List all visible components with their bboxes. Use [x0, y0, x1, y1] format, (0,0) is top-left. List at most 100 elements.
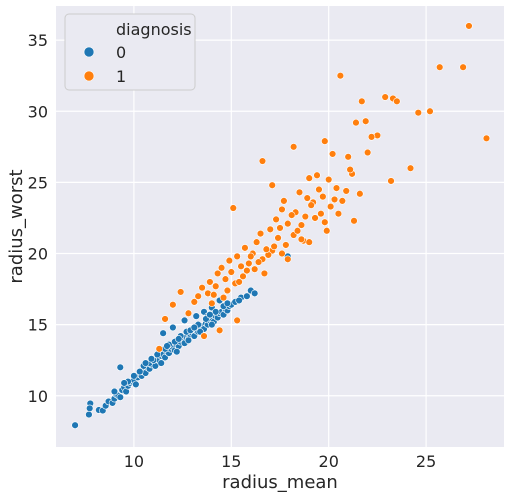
data-point: [236, 279, 243, 286]
data-point: [259, 158, 266, 165]
data-point: [191, 298, 198, 305]
data-point: [251, 266, 258, 273]
data-point: [226, 257, 233, 264]
data-point: [364, 149, 371, 156]
data-point: [72, 422, 79, 429]
data-point: [255, 259, 262, 266]
data-point: [466, 23, 473, 30]
y-tick-label: 20: [28, 245, 48, 264]
y-tick-label: 30: [28, 102, 48, 121]
data-point: [185, 310, 192, 317]
data-point: [208, 321, 215, 328]
data-point: [282, 242, 289, 249]
data-point: [243, 267, 250, 274]
data-point: [131, 372, 138, 379]
data-point: [319, 193, 326, 200]
x-tick-label: 10: [124, 452, 144, 471]
data-point: [288, 212, 295, 219]
data-point: [206, 279, 213, 286]
legend-marker-0: [84, 47, 94, 57]
data-point: [181, 317, 188, 324]
data-point: [173, 348, 180, 355]
data-point: [160, 330, 167, 337]
data-point: [199, 284, 206, 291]
data-point: [368, 133, 375, 140]
data-point: [436, 64, 443, 71]
data-point: [331, 196, 338, 203]
data-point: [388, 178, 395, 185]
data-point: [323, 227, 330, 234]
data-point: [294, 227, 301, 234]
data-point: [275, 234, 282, 241]
data-point: [222, 276, 229, 283]
legend: diagnosis 0 1: [65, 14, 195, 90]
data-point: [279, 250, 286, 257]
data-point: [296, 189, 303, 196]
data-point: [321, 138, 328, 145]
data-point: [280, 197, 287, 204]
data-point: [329, 151, 336, 158]
data-point: [224, 287, 231, 294]
data-point: [306, 175, 313, 182]
data-point: [261, 270, 268, 277]
data-point: [347, 166, 354, 173]
data-point: [271, 243, 278, 250]
data-point: [206, 311, 213, 318]
data-point: [302, 213, 309, 220]
data-point: [382, 94, 389, 101]
data-point: [263, 246, 270, 253]
data-point: [169, 324, 176, 331]
data-point: [136, 368, 143, 375]
data-point: [460, 64, 467, 71]
data-point: [175, 335, 182, 342]
data-point: [269, 182, 276, 189]
data-point: [284, 256, 291, 263]
data-point: [351, 217, 358, 224]
legend-label-1: 1: [116, 67, 126, 86]
data-point: [169, 301, 176, 308]
legend-title: diagnosis: [116, 20, 192, 39]
y-axis-label: radius_worst: [6, 169, 27, 283]
data-point: [253, 239, 260, 246]
data-point: [117, 364, 124, 371]
data-point: [212, 283, 219, 290]
data-point: [415, 109, 422, 116]
data-point: [290, 143, 297, 150]
data-point: [156, 345, 163, 352]
data-point: [251, 290, 258, 297]
data-point: [193, 313, 200, 320]
data-point: [148, 355, 155, 362]
data-point: [277, 225, 284, 232]
legend-marker-1: [84, 71, 94, 81]
x-axis-label: radius_mean: [222, 472, 338, 493]
data-point: [210, 291, 217, 298]
data-point: [356, 190, 363, 197]
data-point: [117, 394, 124, 401]
data-point: [208, 300, 215, 307]
data-point: [308, 202, 315, 209]
data-point: [335, 210, 342, 217]
data-point: [316, 186, 323, 193]
data-point: [238, 263, 245, 270]
data-point: [216, 327, 223, 334]
data-point: [191, 324, 198, 331]
data-point: [362, 118, 369, 125]
y-tick-label: 15: [28, 316, 48, 335]
data-point: [247, 253, 254, 260]
data-point: [318, 210, 325, 217]
data-point: [86, 411, 93, 418]
y-tick-label: 10: [28, 387, 48, 406]
data-point: [142, 360, 149, 367]
data-point: [121, 380, 128, 387]
data-point: [327, 203, 334, 210]
data-point: [234, 253, 241, 260]
data-point: [284, 220, 291, 227]
data-point: [245, 260, 252, 267]
data-point: [353, 119, 360, 126]
legend-label-0: 0: [116, 43, 126, 62]
data-point: [158, 360, 165, 367]
data-point: [242, 244, 249, 251]
x-tick-label: 20: [319, 452, 339, 471]
y-tick-label: 35: [28, 31, 48, 50]
